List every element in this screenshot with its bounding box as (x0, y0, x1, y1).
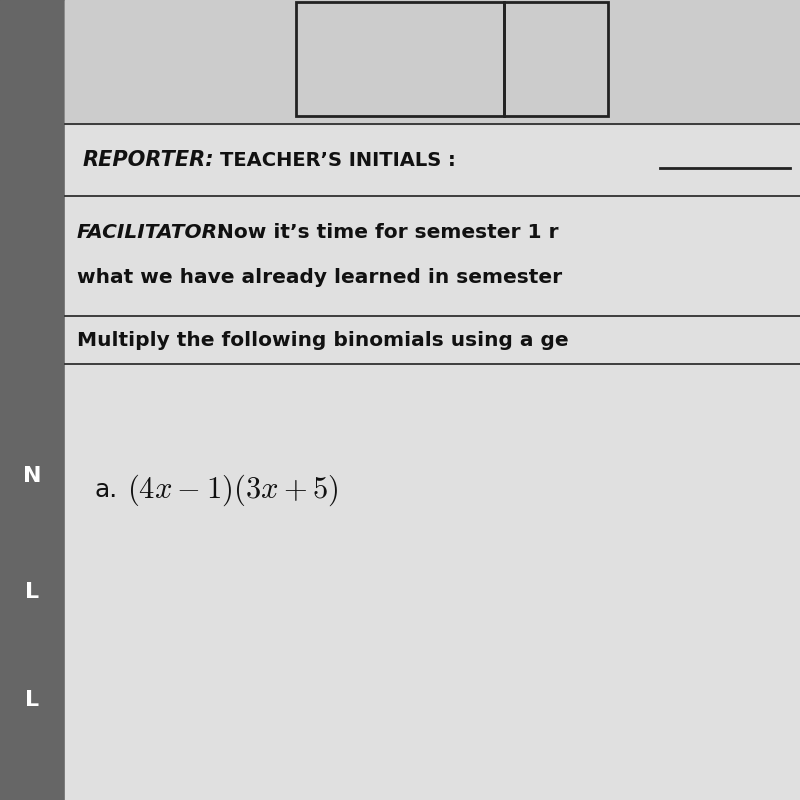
Text: L: L (26, 582, 39, 602)
Text: a.: a. (95, 478, 118, 502)
Bar (0, 0, 65, 800)
Text: $(4x-1)(3x+5)$: $(4x-1)(3x+5)$ (127, 472, 338, 508)
Bar (296, 2, 504, 116)
Text: L: L (26, 690, 39, 710)
Bar (504, 2, 608, 116)
Text: N: N (23, 466, 42, 486)
Text: Now it’s time for semester 1 r: Now it’s time for semester 1 r (210, 222, 558, 242)
Bar (65, 0, 800, 124)
Text: REPORTER:: REPORTER: (83, 150, 214, 170)
Text: what we have already learned in semester: what we have already learned in semester (77, 268, 562, 287)
Text: Multiply the following binomials using a ge: Multiply the following binomials using a… (77, 330, 569, 350)
Text: FACILITATOR:: FACILITATOR: (77, 222, 226, 242)
Text: TEACHER’S INITIALS :: TEACHER’S INITIALS : (220, 150, 456, 170)
